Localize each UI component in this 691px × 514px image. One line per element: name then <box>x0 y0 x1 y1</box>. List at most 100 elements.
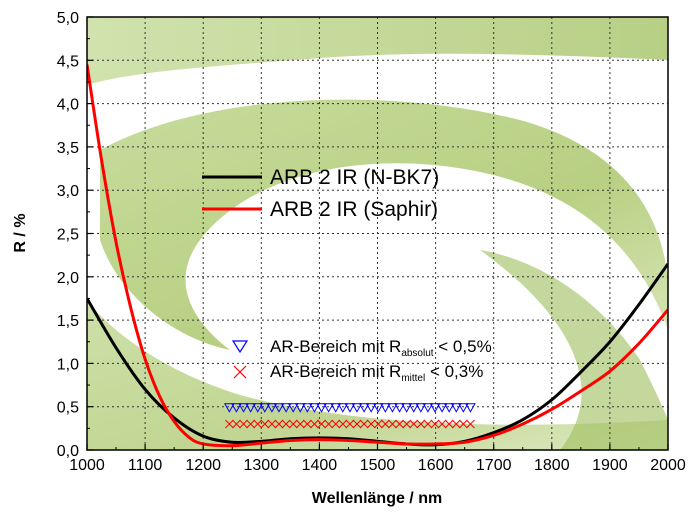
marker-x <box>409 419 419 429</box>
y-tick-label: 3,0 <box>57 183 79 200</box>
x-tick-label: 1500 <box>360 457 396 474</box>
annotation-absolute: AR-Bereich mit Rabsolut < 0,5% <box>270 337 492 359</box>
y-tick-labels: 0,0 0,5 1,0 1,5 2,0 2,5 3,0 3,5 4,0 4,5 5,0 <box>57 10 79 460</box>
marker-x <box>295 419 305 429</box>
marker-x <box>253 419 263 429</box>
y-tick-label: 2,5 <box>57 227 79 244</box>
marker-triangle <box>287 403 299 413</box>
x-axis-title: Wellenlänge / nm <box>312 490 442 507</box>
marker-x <box>274 419 284 429</box>
marker-x <box>260 419 270 429</box>
marker-x <box>267 419 277 429</box>
marker-x <box>310 419 319 429</box>
marker-x <box>359 419 369 429</box>
marker-triangle <box>252 403 264 413</box>
legend-label-nbk7: ARB 2 IR (N-BK7) <box>270 166 439 189</box>
marker-x <box>423 419 433 429</box>
marker-triangle <box>330 403 342 413</box>
marker-triangle <box>394 403 405 413</box>
marker-x <box>444 419 454 429</box>
x-tick-label: 1100 <box>128 457 163 474</box>
marker-x <box>366 419 376 429</box>
marker-triangle <box>458 403 469 413</box>
marker-triangle <box>245 403 256 413</box>
marker-x <box>338 419 348 429</box>
marker-x <box>437 419 447 429</box>
triangle-down-icon <box>231 340 249 354</box>
marker-x <box>430 419 440 429</box>
marker-triangle <box>443 403 455 413</box>
legend-label-saphir: ARB 2 IR (Saphir) <box>270 198 438 221</box>
marker-x <box>416 419 426 429</box>
marker-triangle <box>387 403 398 413</box>
marker-triangle <box>415 403 427 413</box>
marker-triangle <box>259 403 271 413</box>
marker-triangle <box>223 403 235 413</box>
series-line-saphir <box>87 64 668 448</box>
marker-triangle <box>450 403 462 413</box>
curves <box>87 64 668 448</box>
marker-triangle <box>316 403 327 413</box>
marker-triangle <box>344 403 356 413</box>
marker-x <box>395 419 404 429</box>
leaf-shape-top <box>87 17 668 85</box>
leaf-shape-right <box>480 250 668 450</box>
marker-rows <box>223 403 476 429</box>
marker-x <box>224 419 234 429</box>
axis-ticks <box>86 16 669 451</box>
marker-x <box>451 419 461 429</box>
y-tick-label: 0,5 <box>57 400 79 417</box>
y-tick-label: 0,0 <box>57 443 79 460</box>
legend: ARB 2 IR (N-BK7) ARB 2 IR (Saphir) <box>202 166 439 221</box>
marker-triangle <box>429 403 441 413</box>
marker-triangle <box>280 403 292 413</box>
y-tick-label: 4,0 <box>57 97 79 114</box>
marker-triangle <box>309 403 320 413</box>
marker-x <box>388 419 397 429</box>
marker-triangle <box>231 403 242 413</box>
x-tick-label: 1200 <box>185 457 221 474</box>
marker-triangle <box>301 403 313 413</box>
marker-x <box>324 419 333 429</box>
marker-x <box>373 419 383 429</box>
marker-x <box>459 419 468 429</box>
x-tick-label: 1400 <box>302 457 338 474</box>
y-tick-label: 3,5 <box>57 140 79 157</box>
x-tick-label: 1800 <box>534 457 570 474</box>
x-tick-label: 1600 <box>418 457 454 474</box>
marker-triangle <box>465 403 476 413</box>
x-tick-label: 1300 <box>244 457 280 474</box>
marker-x <box>345 419 355 429</box>
leaf-shape-lower <box>87 300 668 450</box>
marker-triangle <box>323 403 334 413</box>
marker-triangle <box>372 403 384 413</box>
marker-triangle <box>365 403 377 413</box>
marker-x <box>232 419 241 429</box>
marker-triangle <box>351 403 363 413</box>
marker-triangle <box>294 403 306 413</box>
marker-x <box>402 419 411 429</box>
x-tick-label: 1000 <box>69 457 105 474</box>
y-tick-label: 2,0 <box>57 270 79 287</box>
marker-x <box>246 419 255 429</box>
marker-triangle <box>436 403 448 413</box>
y-tick-label: 5,0 <box>57 10 79 27</box>
marker-x <box>352 419 362 429</box>
y-tick-label: 1,0 <box>57 356 79 373</box>
marker-triangle <box>337 403 349 413</box>
x-tick-label: 2000 <box>650 457 686 474</box>
marker-triangle <box>422 403 434 413</box>
marker-triangle <box>238 403 249 413</box>
x-tick-labels: 1000 1100 1200 1300 1400 1500 1600 1700 1800 1900… <box>69 457 686 474</box>
marker-x <box>281 419 291 429</box>
marker-triangle <box>380 403 391 413</box>
marker-triangle <box>408 403 420 413</box>
marker-triangle <box>358 403 370 413</box>
leaf-shape-middle <box>100 99 668 350</box>
marker-x <box>302 419 312 429</box>
grid-lines <box>87 17 668 450</box>
y-axis-title: R / % <box>12 213 29 252</box>
y-tick-label: 1,5 <box>57 313 79 330</box>
x-tick-label: 1900 <box>592 457 628 474</box>
